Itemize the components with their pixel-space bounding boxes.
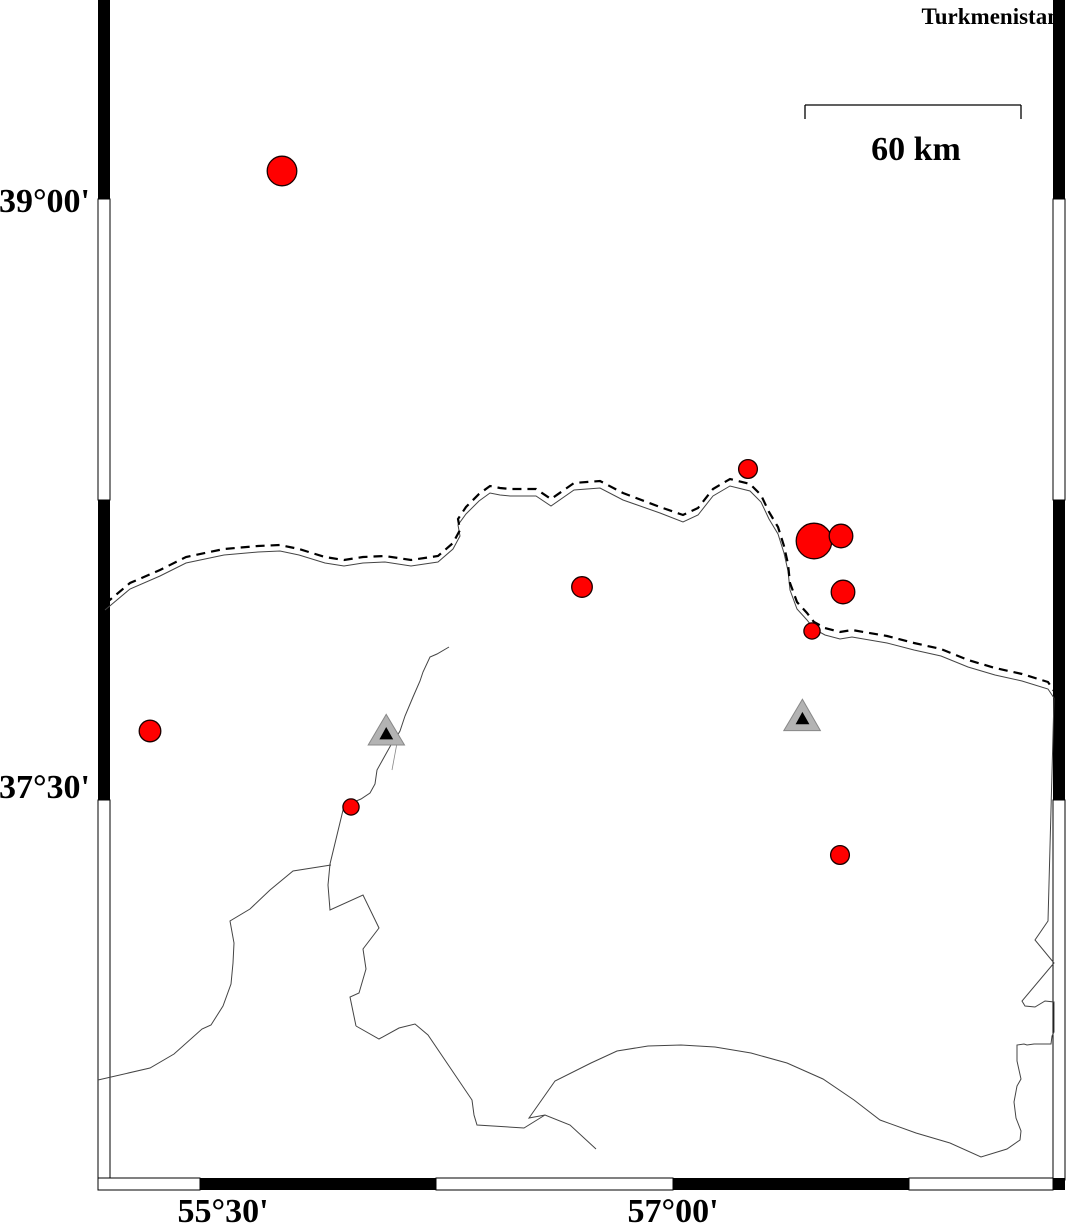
svg-text:39°00': 39°00' (0, 183, 90, 220)
svg-text:55°30': 55°30' (177, 1193, 268, 1229)
svg-text:37°30': 37°30' (0, 769, 90, 806)
svg-text:Turkmenistan: Turkmenistan (922, 4, 1061, 29)
svg-text:60 km: 60 km (871, 131, 961, 168)
svg-text:57°00': 57°00' (627, 1193, 718, 1229)
